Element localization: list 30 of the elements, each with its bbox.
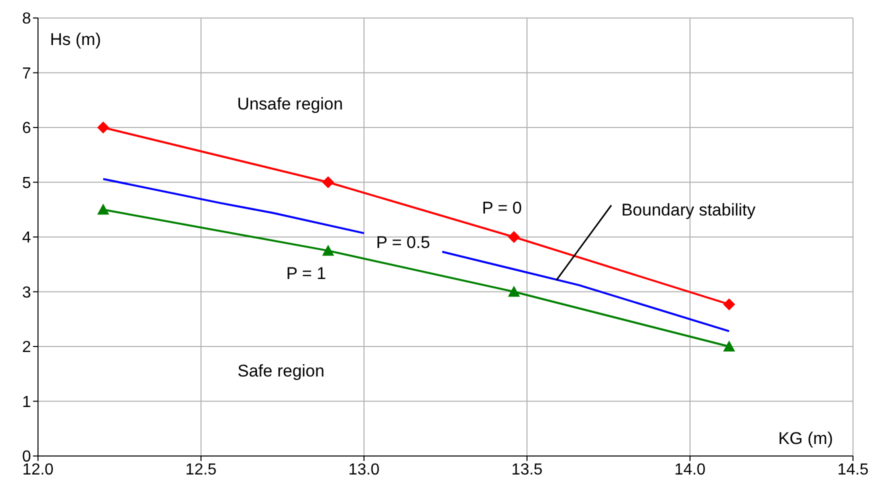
annotation: Boundary stability bbox=[621, 200, 756, 220]
series-label: P = 1 bbox=[286, 264, 326, 284]
series-label: P = 0 bbox=[482, 198, 522, 218]
annotation: Unsafe region bbox=[237, 94, 343, 114]
x-tick-label: 13.5 bbox=[511, 461, 543, 478]
annotation: Safe region bbox=[238, 362, 324, 380]
y-tick-label: 5 bbox=[22, 174, 32, 192]
y-tick-label: 3 bbox=[22, 284, 32, 302]
point bbox=[508, 231, 520, 243]
series-label: P = 0.5 bbox=[376, 232, 430, 252]
y-tick-label: 1 bbox=[22, 394, 32, 411]
x-tick-label: 13.0 bbox=[348, 461, 380, 478]
point bbox=[723, 340, 736, 352]
point bbox=[322, 176, 334, 188]
y-tick-label: 7 bbox=[22, 65, 32, 82]
point bbox=[723, 298, 736, 310]
y-tick-label: 2 bbox=[22, 339, 32, 356]
x-tick-label: 12.0 bbox=[22, 461, 54, 478]
x-axis-title: KG (m) bbox=[778, 429, 833, 448]
y-axis-title: Hs (m) bbox=[50, 30, 101, 49]
y-tick-label: 6 bbox=[22, 120, 32, 138]
x-tick-label: 12.5 bbox=[185, 461, 217, 478]
x-tick-label: 14.0 bbox=[674, 461, 706, 478]
point bbox=[508, 286, 520, 297]
y-tick-label: 4 bbox=[22, 230, 32, 247]
y-tick-label: 8 bbox=[22, 10, 32, 28]
point bbox=[97, 122, 110, 134]
x-tick-label: 14.5 bbox=[837, 461, 869, 478]
point bbox=[97, 204, 110, 215]
point bbox=[322, 244, 334, 256]
